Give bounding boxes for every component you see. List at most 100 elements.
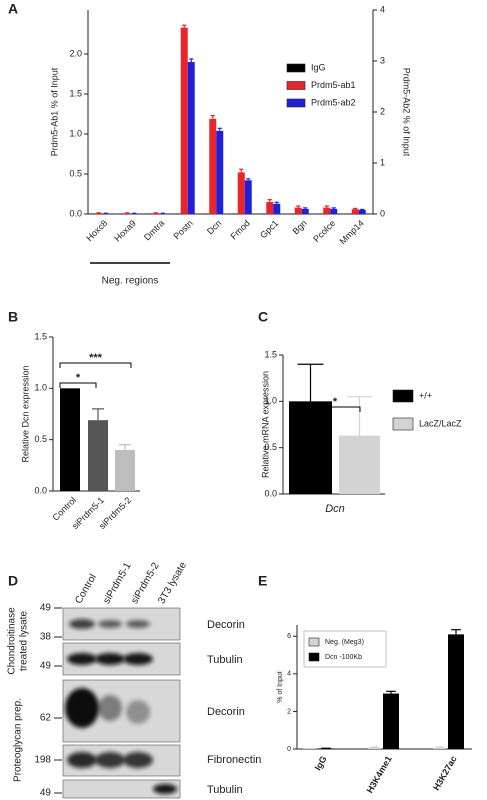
bar bbox=[88, 420, 108, 491]
y2-tick-label: 4 bbox=[380, 4, 385, 14]
bar bbox=[383, 693, 399, 749]
bar bbox=[301, 208, 309, 214]
legend-box bbox=[303, 630, 387, 668]
blot-band bbox=[95, 752, 125, 768]
bar bbox=[289, 401, 332, 494]
y-tick-label: 0.5 bbox=[34, 434, 47, 444]
blot-band bbox=[123, 653, 153, 665]
bar bbox=[180, 27, 188, 214]
marker-label: 49 bbox=[40, 788, 52, 799]
bar bbox=[244, 180, 252, 214]
blot-band bbox=[95, 653, 125, 665]
x-tick-label: Postn bbox=[171, 218, 194, 241]
bar bbox=[209, 118, 217, 214]
blot-band bbox=[65, 688, 99, 728]
bar bbox=[273, 203, 281, 214]
legend-swatch bbox=[308, 652, 320, 662]
y-axis-label: Relative mRNA expression bbox=[260, 371, 270, 478]
legend-swatch bbox=[392, 389, 414, 403]
legend-label: Prdm5-ab1 bbox=[311, 80, 356, 90]
legend-swatch bbox=[286, 98, 306, 108]
y-tick-label: 6 bbox=[287, 633, 291, 640]
y-tick-label: 0.5 bbox=[264, 442, 277, 452]
band-label: Decorin bbox=[207, 706, 245, 718]
blot-band bbox=[153, 784, 177, 794]
x-tick-label: Fmod bbox=[228, 218, 251, 241]
bar bbox=[358, 209, 366, 214]
x-tick-label: Dcn bbox=[325, 503, 345, 515]
x-tick-label: Pcolce bbox=[311, 218, 337, 244]
y2-tick-label: 0 bbox=[380, 208, 385, 218]
marker-label: 49 bbox=[40, 603, 52, 614]
y-tick-label: 0.5 bbox=[69, 168, 82, 178]
bar bbox=[433, 747, 446, 749]
panel-label: A bbox=[8, 1, 18, 17]
group-label: Proteoglycan prep. bbox=[13, 698, 24, 782]
x-tick-label: Control bbox=[51, 495, 79, 523]
x-tick-label: Bgn bbox=[290, 218, 308, 236]
annotation: Neg. regions bbox=[102, 276, 159, 287]
panel-label: C bbox=[258, 309, 268, 325]
blot-band bbox=[67, 653, 97, 665]
bar bbox=[152, 213, 160, 214]
x-tick-label: Dmtra bbox=[142, 218, 166, 242]
panel-label: B bbox=[8, 309, 18, 325]
x-tick-label: H3K27ac bbox=[431, 754, 459, 792]
bar bbox=[294, 207, 302, 214]
band-label: Tubulin bbox=[207, 784, 243, 796]
bar bbox=[330, 208, 338, 214]
y-tick-label: 0.0 bbox=[264, 488, 277, 498]
x-tick-label: Gpc1 bbox=[258, 218, 280, 240]
y2-tick-label: 2 bbox=[380, 106, 385, 116]
significance-label: *** bbox=[89, 352, 103, 364]
significance-bracket bbox=[309, 406, 361, 412]
y2-tick-label: 1 bbox=[380, 157, 385, 167]
y-tick-label: 4 bbox=[287, 671, 291, 678]
y2-axis-label: Prdm5-Ab2 % of Input bbox=[402, 68, 412, 157]
blot-band bbox=[67, 752, 97, 768]
panel-label: D bbox=[8, 573, 18, 589]
y2-tick-label: 3 bbox=[380, 55, 385, 65]
bar bbox=[237, 172, 245, 214]
marker-label: 62 bbox=[40, 713, 52, 724]
y-axis-label: % of Input bbox=[277, 671, 284, 703]
blot-band bbox=[126, 700, 150, 724]
significance-bracket bbox=[59, 362, 132, 368]
blot-strip bbox=[62, 779, 181, 799]
legend-label: Neg. (Meg3) bbox=[325, 639, 364, 646]
lane-label: Control bbox=[73, 572, 99, 605]
bar bbox=[216, 130, 224, 214]
group-label: treated lysate bbox=[19, 611, 30, 671]
y-axis-label: Prdm5-Ab1 % of Input bbox=[49, 67, 59, 156]
y-tick-label: 2.0 bbox=[69, 48, 82, 58]
y-axis-label: Relative Dcn expression bbox=[20, 365, 30, 462]
blot-band bbox=[69, 619, 95, 629]
y-tick-label: 1.0 bbox=[34, 383, 47, 393]
panel-label: E bbox=[258, 573, 267, 589]
blot-band bbox=[98, 695, 122, 721]
bar bbox=[95, 213, 103, 214]
y-tick-label: 1.0 bbox=[69, 128, 82, 138]
bar bbox=[339, 435, 380, 494]
bar bbox=[368, 747, 381, 749]
legend-label: IgG bbox=[311, 62, 326, 72]
band-label: Decorin bbox=[207, 619, 245, 631]
y-tick-label: 2 bbox=[287, 708, 291, 715]
x-tick-label: Dcn bbox=[205, 218, 223, 236]
marker-label: 38 bbox=[40, 632, 52, 643]
band-label: Tubulin bbox=[207, 654, 243, 666]
legend-label: Dcn -100Kb bbox=[325, 654, 362, 661]
legend-swatch bbox=[286, 81, 306, 90]
legend-swatch bbox=[286, 63, 306, 73]
significance-label: * bbox=[333, 396, 338, 408]
y-tick-label: 0 bbox=[287, 746, 291, 753]
legend-label: LacZ/LacZ bbox=[419, 418, 462, 428]
y-tick-label: 1.0 bbox=[264, 396, 277, 406]
bar bbox=[448, 634, 464, 749]
blot-band bbox=[126, 620, 150, 628]
y-tick-label: 1.5 bbox=[69, 88, 82, 98]
legend-label: Prdm5-ab2 bbox=[311, 97, 356, 107]
x-tick-label: IgG bbox=[313, 754, 329, 772]
